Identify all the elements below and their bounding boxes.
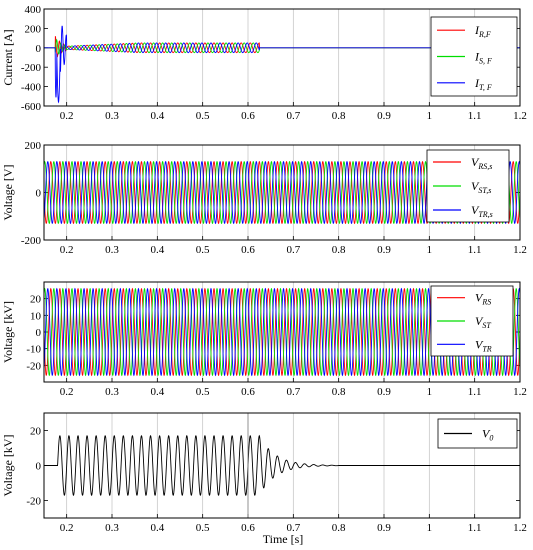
- x-tick-label: 0.9: [377, 522, 391, 534]
- x-tick-label: 0.2: [60, 522, 74, 534]
- y-tick-label: 400: [25, 4, 42, 16]
- x-tick-label: 1: [427, 522, 433, 534]
- panel-4: 0.2 0.3 0.4 0.5 0.6 0.7 0.8 0.9 1 1.1 1.2 20 0 -20 Vol…: [1, 412, 527, 534]
- x-tick-label: 0.9: [377, 386, 391, 398]
- legend: VRS,s VST,s VTR,s: [426, 149, 510, 223]
- x-tick-label: 1.2: [513, 110, 527, 122]
- y-tick-label: 0: [36, 461, 42, 473]
- y-tick-label: -20: [26, 496, 41, 508]
- y-axis-label: Voltage [V]: [1, 164, 15, 220]
- x-tick-label: 0.6: [241, 110, 255, 122]
- legend-label: VRS: [475, 291, 491, 307]
- x-tick-label: 0.5: [196, 522, 210, 534]
- x-tick-label: 0.3: [105, 110, 119, 122]
- x-tick-label: 1.1: [468, 110, 482, 122]
- legend: V0: [437, 418, 518, 449]
- x-tick-label: 0.8: [332, 244, 346, 256]
- legend-label: IS, F: [474, 50, 492, 66]
- y-tick-label: -200: [21, 235, 42, 247]
- x-tick-label: 1: [427, 110, 433, 122]
- legend: IR,F IS, F IT, F: [430, 16, 518, 97]
- y-tick-label: 0: [36, 43, 42, 55]
- x-tick-label: 1: [427, 244, 433, 256]
- x-tick-label: 0.4: [150, 386, 164, 398]
- panel-2: 0.2 0.3 0.4 0.5 0.6 0.7 0.8 0.9 1 1.1 1.2 200 0 -200 V…: [1, 140, 527, 256]
- legend-label: VST,s: [471, 179, 491, 195]
- x-tick-label: 0.8: [332, 522, 346, 534]
- y-tick-label: 10: [30, 310, 42, 322]
- x-tick-label: 0.6: [241, 522, 255, 534]
- y-tick-label: -20: [26, 360, 41, 372]
- y-tick-label: -600: [21, 101, 42, 113]
- legend-label: VTR,s: [471, 203, 493, 219]
- y-tick-label: 20: [30, 426, 42, 438]
- legend-label: VTR: [475, 337, 492, 353]
- x-tick-label: 1: [427, 386, 433, 398]
- x-tick-label: 0.7: [286, 110, 300, 122]
- y-tick-label: -10: [26, 344, 41, 356]
- x-tick-label: 0.6: [241, 244, 255, 256]
- x-tick-label: 0.6: [241, 386, 255, 398]
- x-tick-label: 0.4: [150, 110, 164, 122]
- legend-label: IR,F: [474, 23, 491, 39]
- x-tick-label: 0.2: [60, 244, 74, 256]
- y-tick-label: 0: [36, 188, 42, 200]
- y-tick-label: 200: [25, 23, 42, 35]
- plot-frame: [43, 412, 521, 519]
- x-tick-label: 0.8: [332, 110, 346, 122]
- x-tick-label: 0.3: [105, 386, 119, 398]
- legend-label: IT, F: [474, 76, 492, 92]
- x-tick-label: 0.9: [377, 110, 391, 122]
- x-tick-label: 0.3: [105, 522, 119, 534]
- legend-label: VST: [475, 314, 491, 330]
- y-tick-label: -400: [21, 82, 42, 94]
- y-tick-label: 200: [25, 140, 42, 152]
- legend-label: VRS,s: [471, 155, 492, 171]
- x-tick-label: 1.2: [513, 522, 527, 534]
- x-tick-label: 1.2: [513, 386, 527, 398]
- y-axis-label: Current [A]: [1, 29, 15, 85]
- y-tick-label: 20: [30, 294, 42, 306]
- x-tick-label: 0.5: [196, 386, 210, 398]
- x-tick-label: 0.8: [332, 386, 346, 398]
- x-tick-label: 0.3: [105, 244, 119, 256]
- x-tick-label: 0.7: [286, 386, 300, 398]
- x-tick-label: 1.1: [468, 244, 482, 256]
- x-tick-label: 0.7: [286, 522, 300, 534]
- y-axis-label: Voltage [kV]: [1, 301, 15, 363]
- plot-frame: [43, 144, 521, 241]
- y-axis-label: Voltage [kV]: [1, 434, 15, 496]
- plot-frame: [43, 8, 521, 107]
- y-tick-label: 0: [36, 327, 42, 339]
- x-tick-label: 0.2: [60, 386, 74, 398]
- legend: VRS VST VTR: [430, 285, 514, 357]
- x-tick-label: 0.5: [196, 110, 210, 122]
- traces: [44, 434, 520, 496]
- x-tick-label: 0.5: [196, 244, 210, 256]
- x-tick-label: 0.7: [286, 244, 300, 256]
- x-tick-label: 0.2: [60, 110, 74, 122]
- x-tick-label: 1.2: [513, 244, 527, 256]
- x-tick-label: 1.1: [468, 386, 482, 398]
- x-tick-label: 0.4: [150, 244, 164, 256]
- x-axis-label: Time [s]: [263, 532, 304, 546]
- x-tick-label: 0.9: [377, 244, 391, 256]
- y-tick-label: -200: [21, 62, 42, 74]
- series-line-1: [44, 434, 520, 496]
- x-tick-label: 0.4: [150, 522, 164, 534]
- legend-label: V0: [482, 427, 493, 443]
- panel-3: 0.2 0.3 0.4 0.5 0.6 0.7 0.8 0.9 1 1.1 1.2 20 10 0 -10 -…: [1, 281, 527, 398]
- panel-1: 0.2 0.3 0.4 0.5 0.6 0.7 0.8 0.9 1 1.1 1.2 400 200 0 -2…: [1, 4, 527, 122]
- plot-frame: [43, 281, 521, 383]
- x-tick-label: 1.1: [468, 522, 482, 534]
